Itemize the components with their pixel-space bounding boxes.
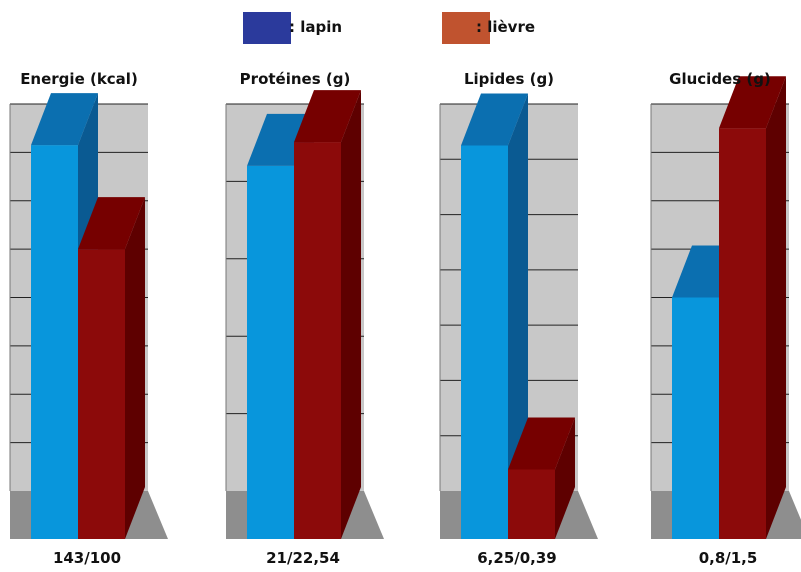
bar-front-lapin: [31, 145, 78, 539]
chart-panel-3: Lipides (g) 6,25/0,39: [439, 70, 598, 567]
bar-top-lievre: [508, 417, 575, 470]
legend-swatch-lapin: [243, 12, 291, 44]
bar-lievre: [508, 417, 575, 539]
chart-value-label: 143/100: [53, 549, 121, 567]
bar-top-lapin: [31, 93, 98, 146]
bar-side-lievre: [766, 76, 786, 539]
bar-front-lapin: [247, 165, 294, 540]
bar-lievre: [294, 90, 361, 539]
bar-lapin: [461, 93, 528, 539]
legend-label-lapin: : lapin: [289, 18, 343, 36]
chart-panel-4: Glucides (g) 0,8/1,5: [650, 70, 801, 567]
chart-value-label: 6,25/0,39: [477, 549, 557, 567]
bar-side-lievre: [125, 197, 145, 539]
chart-title: Protéines (g): [240, 70, 351, 88]
bar-lievre: [78, 197, 145, 539]
bar-side-lievre: [341, 90, 361, 539]
bar-front-lapin: [672, 297, 719, 539]
chart-title: Energie (kcal): [20, 70, 138, 88]
bar-top-lapin: [461, 93, 528, 146]
chart-value-label: 0,8/1,5: [699, 549, 758, 567]
bar-top-lievre: [78, 197, 145, 250]
bar-side-lievre: [555, 417, 575, 539]
bar-lievre: [719, 76, 786, 539]
chart-value-label: 21/22,54: [266, 549, 340, 567]
bar-front-lievre: [719, 128, 766, 539]
chart-panel-2: Protéines (g) 21/22,54: [225, 70, 384, 567]
bar-top-lievre: [294, 90, 361, 143]
bar-front-lievre: [294, 142, 341, 539]
bar-front-lievre: [78, 249, 125, 539]
bar-top-lievre: [719, 76, 786, 129]
bar-front-lievre: [508, 469, 555, 539]
chart-title: Glucides (g): [669, 70, 771, 88]
bar-front-lapin: [461, 145, 508, 539]
chart-title: Lipides (g): [464, 70, 554, 88]
bar-side-lapin: [508, 93, 528, 539]
chart-panel-1: Energie (kcal) 143/100: [9, 70, 168, 567]
legend-swatch-lievre: [442, 12, 490, 44]
legend: : lapin : lièvre: [0, 12, 801, 44]
legend-label-lievre: : lièvre: [476, 18, 536, 36]
